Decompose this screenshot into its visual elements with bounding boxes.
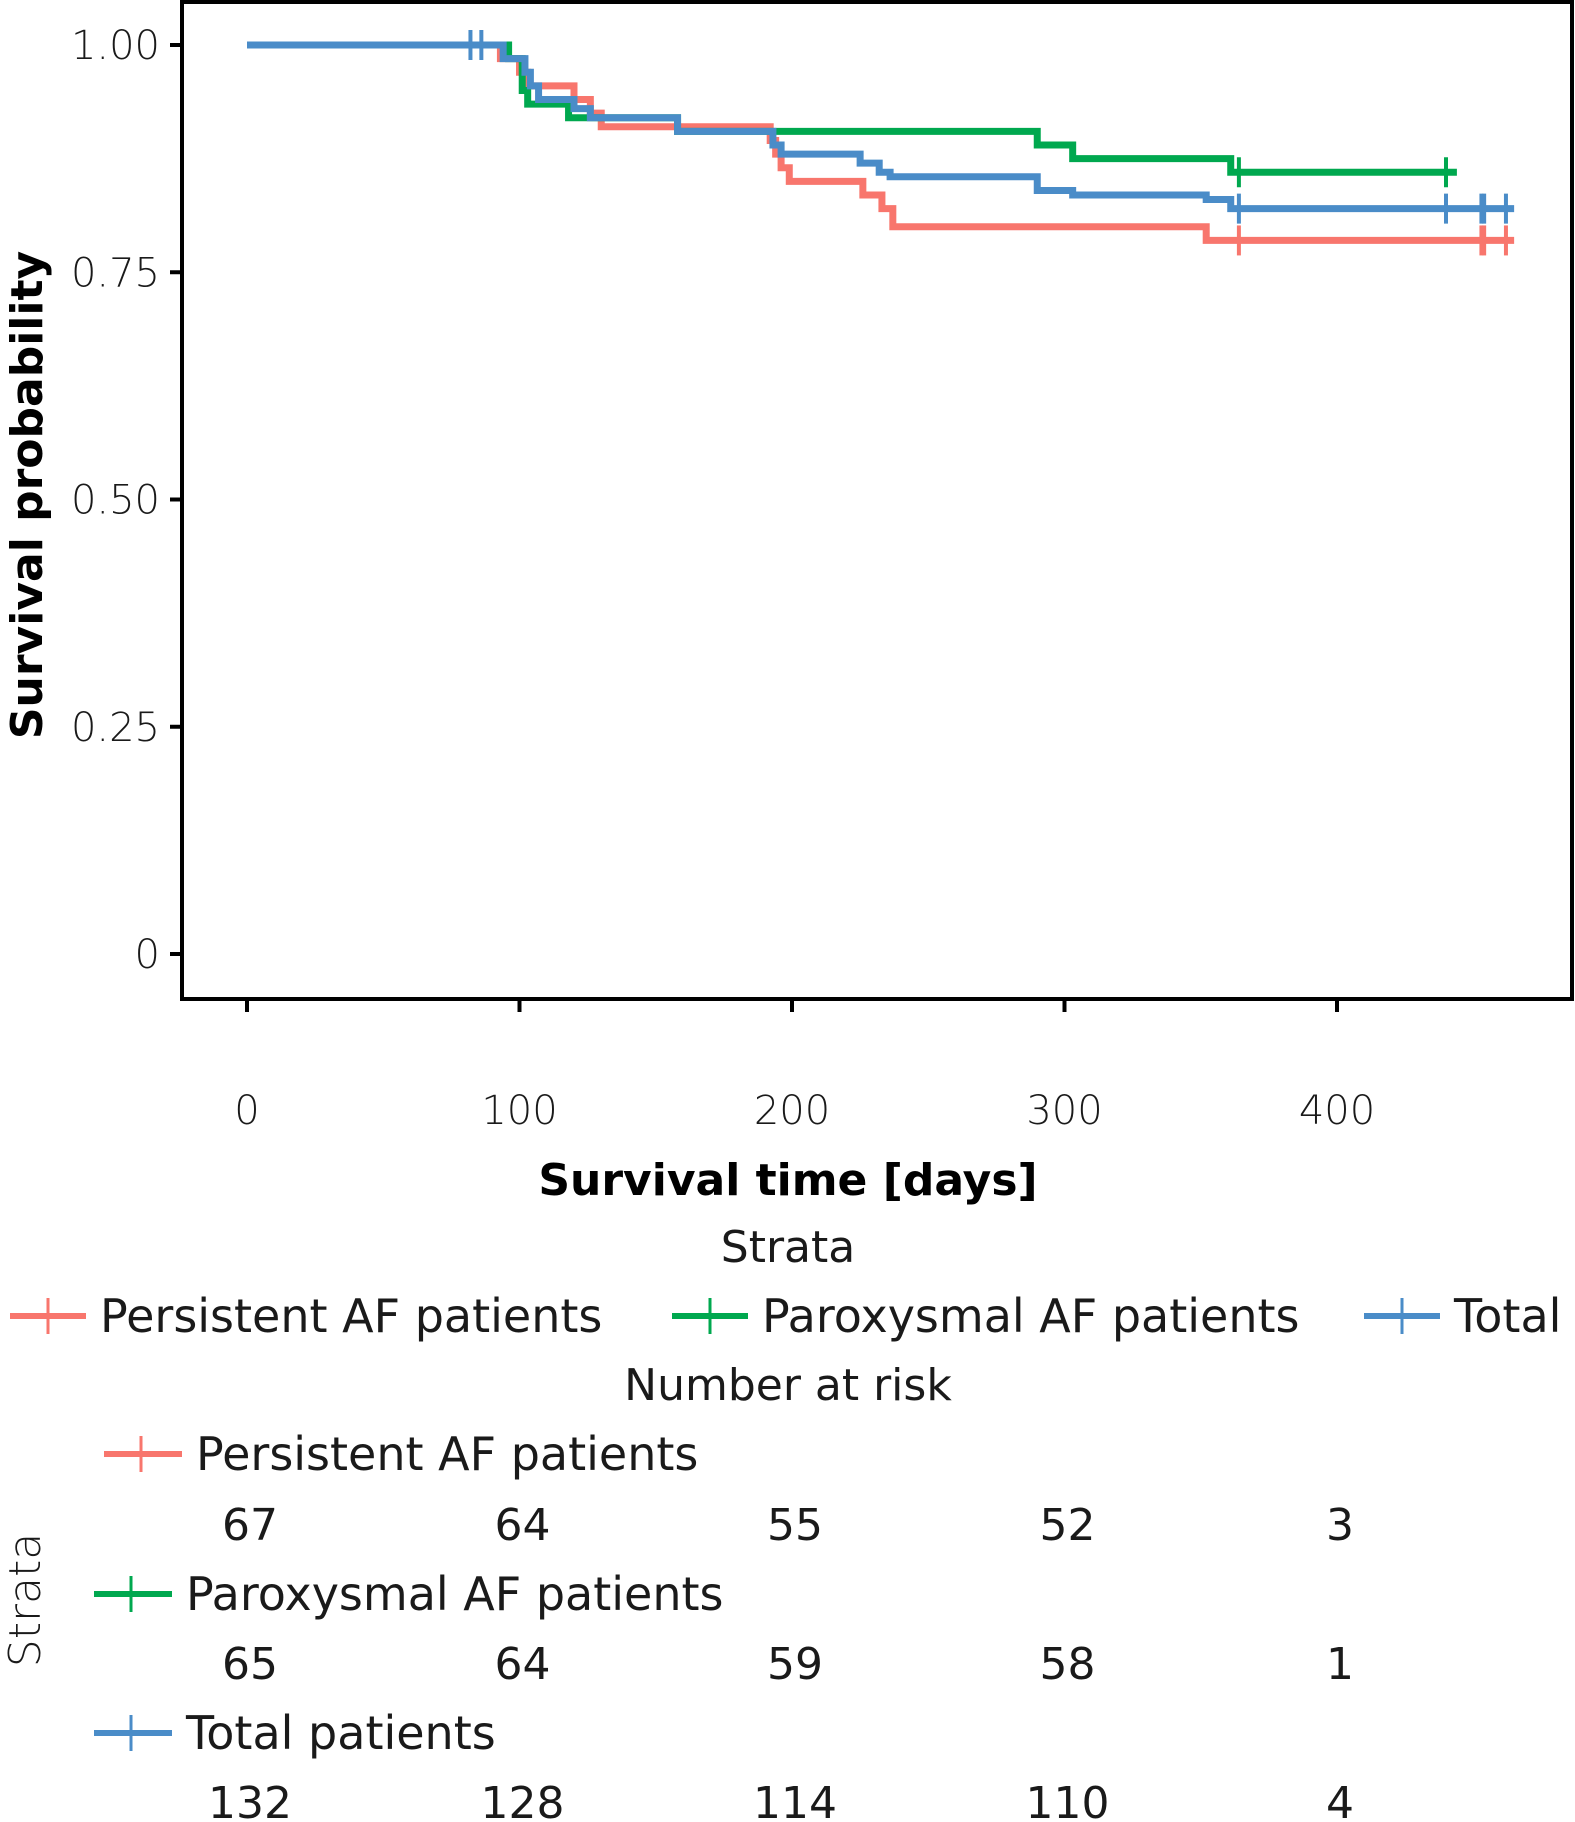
risk-row: Persistent AF patients 67 64 55 52 3 [104, 1427, 1354, 1551]
x-tick-label: 100 [481, 1088, 557, 1134]
x-axis-title: Survival time [days] [538, 1155, 1037, 1206]
legend-label: Persistent AF patients [100, 1289, 602, 1343]
risk-count: 110 [1026, 1778, 1110, 1822]
risk-count: 65 [222, 1639, 278, 1690]
risk-row: Paroxysmal AF patients 65 64 59 58 1 [94, 1567, 1354, 1690]
risk-row-label: Total patients [185, 1706, 496, 1760]
censor-marks [468, 30, 1508, 256]
x-tick-label: 400 [1299, 1088, 1375, 1134]
risk-count: 132 [208, 1778, 292, 1822]
risk-count: 1 [1326, 1639, 1354, 1690]
legend-label: Total [1453, 1289, 1561, 1343]
y-tick-label: 1.00 [71, 23, 160, 69]
legend-item: Total [1364, 1289, 1561, 1343]
legend-item: Paroxysmal AF patients [672, 1289, 1300, 1343]
risk-row-label: Persistent AF patients [196, 1427, 698, 1481]
y-tick-label: 0 [135, 932, 160, 978]
plot-panel [180, 0, 1574, 1001]
risk-table-title: Number at risk [624, 1360, 952, 1411]
legend-label: Paroxysmal AF patients [762, 1289, 1300, 1343]
y-axis-title: Survival probability [2, 251, 53, 739]
risk-table: Persistent AF patients 67 64 55 52 3 Paroxysma… [94, 1427, 1354, 1822]
risk-count: 67 [222, 1500, 278, 1551]
y-tick-label: 0.75 [71, 250, 160, 296]
risk-row-label: Paroxysmal AF patients [186, 1567, 724, 1621]
curve-total [247, 41, 1515, 213]
risk-table-strata-label: Strata [0, 1533, 51, 1667]
y-tick-label: 0.25 [71, 705, 160, 751]
x-tick-label: 0 [234, 1088, 259, 1134]
x-axis: 0 100 200 300 400 [234, 999, 1375, 1134]
y-tick-label: 0.50 [71, 478, 160, 524]
legend: Persistent AF patients Paroxysmal AF pati… [10, 1289, 1561, 1343]
survival-curves [247, 41, 1515, 244]
risk-row: Total patients 132 128 114 110 4 [94, 1706, 1354, 1822]
risk-count: 114 [753, 1778, 837, 1822]
risk-count: 128 [481, 1778, 565, 1822]
legend-title: Strata [721, 1222, 855, 1273]
risk-count: 3 [1326, 1500, 1354, 1551]
x-tick-label: 300 [1026, 1088, 1102, 1134]
risk-count: 55 [767, 1500, 823, 1551]
risk-count: 58 [1040, 1639, 1096, 1690]
risk-count: 52 [1040, 1500, 1096, 1551]
risk-count: 64 [495, 1639, 551, 1690]
plot-border [180, 0, 1574, 1001]
risk-count: 4 [1326, 1778, 1354, 1822]
x-tick-label: 200 [754, 1088, 830, 1134]
risk-count: 59 [767, 1639, 823, 1690]
legend-item: Persistent AF patients [10, 1289, 602, 1343]
risk-count: 64 [495, 1500, 551, 1551]
y-axis: 0 0.25 0.50 0.75 1.00 [71, 23, 182, 978]
